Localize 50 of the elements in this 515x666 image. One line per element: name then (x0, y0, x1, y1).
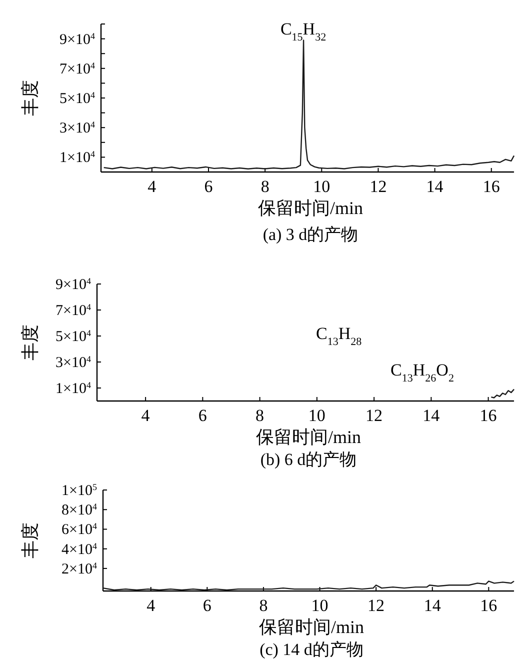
x-tick-label: 16 (480, 596, 498, 615)
line-series (490, 388, 515, 398)
x-tick-label: 12 (368, 596, 385, 615)
x-tick-label: 6 (198, 406, 207, 425)
y-tick-label: 3×10$^{4}$ (60, 120, 96, 137)
x-tick-label: 8 (256, 406, 264, 425)
y-tick-label: 5×10$^{4}$ (56, 328, 92, 345)
y-tick-label: 4×10$^{4}$ (62, 540, 98, 558)
x-tick-label: 6 (202, 596, 212, 615)
y-tick-label: 2×10$^{4}$ (62, 560, 98, 578)
y-axis-title: 丰度 (20, 80, 40, 116)
y-tick-label: 3×10$^{4}$ (56, 354, 92, 371)
x-axis-title: 保留时间/min (258, 617, 364, 637)
x-tick-label: 10 (311, 596, 328, 615)
line-series (103, 40, 515, 170)
x-tick-label: 10 (313, 177, 330, 196)
x-tick-label: 16 (480, 406, 497, 425)
y-tick-label: 5×10$^{4}$ (60, 90, 96, 107)
x-tick-label: 8 (259, 596, 268, 615)
annotation: C$_{15}$H$_{32}$ (280, 19, 326, 44)
x-tick-label: 16 (482, 177, 500, 196)
x-tick-label: 4 (146, 596, 156, 615)
x-tick-label: 14 (426, 177, 444, 196)
y-tick-label: 9×10$^{4}$ (60, 30, 96, 48)
y-axis-title: 丰度 (20, 324, 40, 360)
annotation: C$_{13}$H$_{26}$O$_{2}$ (390, 360, 454, 384)
x-tick-label: 4 (141, 406, 150, 425)
x-axis-title: 保留时间/min (256, 427, 362, 447)
y-tick-label: 8×10$^{4}$ (62, 502, 98, 519)
x-tick-label: 12 (366, 406, 383, 425)
annotation: C$_{13}$H$_{28}$ (316, 324, 362, 348)
x-tick-label: 4 (148, 177, 157, 196)
x-tick-label: 6 (204, 177, 213, 196)
y-tick-label: 7×10$^{4}$ (56, 302, 92, 319)
text: (c) 14 d的产物 (260, 640, 364, 659)
y-tick-label: 6×10$^{4}$ (62, 521, 98, 538)
text: (a) 3 d的产物 (262, 225, 358, 244)
x-tick-label: 14 (424, 596, 442, 615)
text: (b) 6 d的产物 (260, 450, 357, 469)
x-tick-label: 8 (260, 177, 270, 196)
y-tick-label: 1×10$^{5}$ (62, 482, 98, 499)
y-tick-label: 1×10$^{4}$ (56, 380, 92, 397)
x-tick-label: 10 (308, 406, 326, 425)
y-tick-label: 1×10$^{4}$ (60, 149, 96, 166)
y-tick-label: 7×10$^{4}$ (60, 60, 96, 78)
x-tick-label: 14 (422, 406, 440, 425)
y-tick-label: 9×10$^{4}$ (56, 276, 92, 293)
y-axis-title: 丰度 (20, 522, 40, 558)
x-tick-label: 12 (370, 177, 387, 196)
x-axis-title: 保留时间/min (258, 198, 364, 218)
